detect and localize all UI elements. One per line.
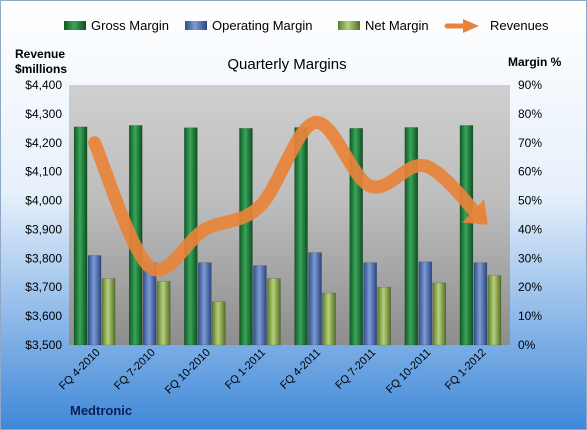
bar-net-margin <box>432 282 447 346</box>
legend-label-net-margin: Net Margin <box>365 18 429 33</box>
legend: Gross Margin Operating Margin Net Margin… <box>64 18 549 33</box>
left-tick-label: $4,300 <box>25 107 62 121</box>
right-tick-label: 60% <box>518 165 542 179</box>
bar-gross-margin <box>459 125 474 346</box>
right-tick-label: 80% <box>518 107 542 121</box>
legend-swatch-revenues <box>444 19 479 33</box>
legend-label-revenues: Revenues <box>490 18 549 33</box>
left-tick-label: $3,900 <box>25 222 62 236</box>
legend-swatch-net-margin <box>338 21 360 30</box>
bar-gross-margin <box>239 128 253 346</box>
bar-net-margin <box>487 275 502 346</box>
bar-operating-margin <box>87 255 102 346</box>
right-tick-label: 0% <box>518 338 536 352</box>
revenue-line-arrowhead <box>462 199 488 225</box>
bar-net-margin <box>377 286 391 346</box>
right-tick-label: 40% <box>518 222 542 236</box>
bar-operating-margin <box>363 262 377 346</box>
bar-gross-margin <box>404 127 419 346</box>
bar-net-margin <box>212 301 226 346</box>
legend-swatch-operating-margin <box>185 21 207 30</box>
revenue-line <box>88 116 488 277</box>
legend-label-operating-margin: Operating Margin <box>212 18 312 33</box>
x-tick-label: FQ 7-2011 <box>333 347 378 392</box>
left-axis-ticks: $3,500 $3,600 $3,700 $3,800 $3,900 $4,000 $4,1… <box>25 78 62 352</box>
bar-operating-margin <box>253 265 267 346</box>
x-tick-label: FQ 10-2011 <box>384 347 433 396</box>
bar-net-margin <box>267 278 281 346</box>
bar-net-margin <box>156 281 171 346</box>
x-tick-label: FQ 4-2010 <box>57 347 103 393</box>
bar-operating-margin <box>473 262 488 346</box>
company-label: Medtronic <box>70 403 132 418</box>
left-tick-label: $4,000 <box>25 194 62 208</box>
bar-gross-margin <box>294 127 308 346</box>
bar-operating-margin <box>198 262 212 346</box>
left-axis-title-line-1: Revenue <box>15 47 65 61</box>
x-tick-label: FQ 1-2012 <box>443 347 489 393</box>
right-tick-label: 70% <box>518 136 542 150</box>
chart-title: Quarterly Margins <box>227 56 346 73</box>
left-tick-label: $3,600 <box>25 309 62 323</box>
right-tick-label: 10% <box>518 309 542 323</box>
left-tick-label: $3,500 <box>25 338 62 352</box>
right-tick-label: 50% <box>518 194 542 208</box>
legend-swatch-gross-margin <box>64 21 86 30</box>
left-tick-label: $4,400 <box>25 78 62 92</box>
x-tick-label: FQ 4-2011 <box>278 347 323 392</box>
left-tick-label: $4,200 <box>25 136 62 150</box>
bars <box>73 125 502 346</box>
bar-net-margin <box>101 278 116 346</box>
right-axis-ticks: 0% 10% 20% 30% 40% 50% 60% 70% 80% 90% <box>518 78 542 352</box>
left-axis-title-line-2: $millions <box>15 62 67 76</box>
bar-net-margin <box>322 292 336 346</box>
right-axis-title: Margin % <box>508 55 562 69</box>
x-tick-label: FQ 1-2011 <box>223 347 268 392</box>
bar-operating-margin <box>418 261 433 346</box>
left-tick-label: $4,100 <box>25 165 62 179</box>
right-tick-label: 90% <box>518 78 542 92</box>
bar-operating-margin <box>308 252 322 346</box>
left-tick-label: $3,800 <box>25 251 62 265</box>
left-tick-label: $3,700 <box>25 280 62 294</box>
x-tick-label: FQ 7-2010 <box>112 347 158 393</box>
bar-gross-margin <box>73 126 88 346</box>
legend-label-gross-margin: Gross Margin <box>91 18 169 33</box>
right-tick-label: 30% <box>518 251 542 265</box>
x-tick-label: FQ 10-2010 <box>163 347 213 397</box>
revenue-line-path <box>88 116 487 277</box>
x-axis-ticks: FQ 4-2010 FQ 7-2010 FQ 10-2010 FQ 1-2011 FQ … <box>57 347 489 397</box>
right-tick-label: 20% <box>518 280 542 294</box>
